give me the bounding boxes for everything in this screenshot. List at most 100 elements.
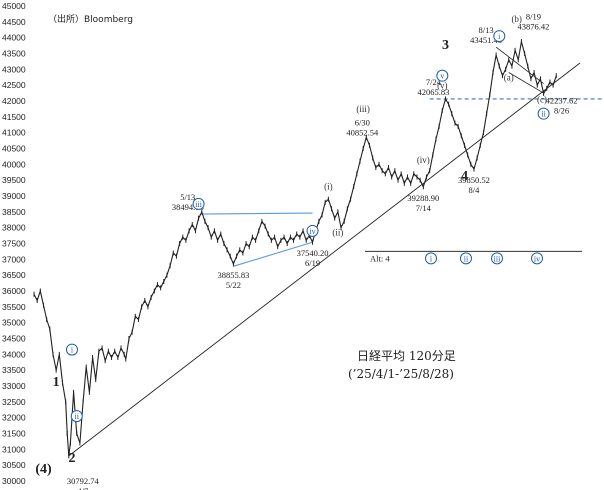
y-tick-label: 34000 [2, 349, 26, 359]
value-annotation: 39850.52 [458, 175, 490, 185]
value-annotation: 6/30 [355, 117, 370, 127]
wave-circle-label: i [71, 346, 74, 355]
y-tick-label: 42000 [2, 96, 26, 106]
chart-title: 日経平均 120分足 [357, 349, 456, 363]
value-annotation-sub: 6/19 [305, 258, 320, 268]
y-tick-label: 44500 [2, 17, 26, 27]
y-tick-label: 34500 [2, 334, 26, 344]
wave-circle [537, 107, 550, 120]
wave-circle-label: v [440, 72, 444, 81]
value-annotation: 38855.83 [217, 270, 249, 280]
y-tick-label: 35500 [2, 302, 26, 312]
value-annotation: 7/24 [426, 77, 442, 87]
alt-wave-circle [425, 252, 437, 265]
y-tick-label: 44000 [2, 33, 26, 43]
triangle-top-line [201, 212, 313, 215]
triangle-bottom-line [233, 241, 313, 267]
wave-label: 2 [68, 451, 75, 466]
y-tick-label: 32000 [2, 413, 26, 423]
alt-wave-circle [460, 252, 472, 265]
y-tick-label: 38000 [2, 223, 26, 233]
wave-circle [70, 410, 83, 423]
y-tick-label: 39500 [2, 175, 26, 185]
alt-label: Alt: 4 [370, 253, 390, 263]
wave-circle-label: iii [195, 200, 202, 209]
wave-sublabel: (iv) [417, 155, 430, 165]
y-tick-label: 31500 [2, 429, 26, 439]
value-annotation: 8/19 [526, 12, 541, 22]
value-annotation: 42237.62 [546, 95, 578, 105]
y-tick-label: 39000 [2, 191, 26, 201]
value-annotation: 39288.90 [407, 193, 439, 203]
y-tick-label: 36500 [2, 270, 26, 280]
y-tick-label: 43000 [2, 64, 26, 74]
value-annotation-sub: 8/4 [469, 185, 481, 195]
wave-circle [192, 197, 205, 210]
y-tick-label: 42500 [2, 80, 26, 90]
value-annotation-sub: 40852.54 [346, 127, 379, 137]
y-tick-label: 41500 [2, 112, 26, 122]
y-tick-label: 33000 [2, 381, 26, 391]
value-annotation-sub: 5/22 [226, 280, 241, 290]
value-annotation: 30792.74 [67, 476, 100, 486]
y-tick-label: 35000 [2, 318, 26, 328]
wave-circle [306, 224, 319, 237]
value-annotation-sub: 42065.83 [418, 87, 450, 97]
value-annotation: 5/13 [180, 192, 195, 202]
wave-label: 1 [53, 375, 60, 390]
y-tick-label: 40000 [2, 159, 26, 169]
y-tick-label: 30000 [2, 476, 26, 486]
wave-label: (4) [35, 462, 52, 477]
alt-wave-circle [531, 252, 543, 265]
wedge-lower-line [508, 72, 544, 94]
y-tick-label: 37000 [2, 254, 26, 264]
y-tick-label: 45000 [2, 1, 26, 11]
y-tick-label: 31000 [2, 444, 26, 454]
wave-circle-label: iv [309, 227, 315, 236]
wave-circle-label: ii [541, 110, 546, 119]
value-annotation: 37540.20 [297, 248, 329, 258]
wave-sublabel: (ii) [332, 228, 343, 238]
y-axis: 30000 30500 31000 31500 32000 32500 33000 33500… [2, 1, 26, 486]
alt-wave-circle-label: iv [534, 254, 540, 263]
value-annotation: 8/13 [479, 25, 494, 35]
price-series-line [33, 41, 557, 456]
wave-circle-label: i [498, 32, 501, 41]
wave-circle [65, 343, 78, 356]
source-label: （出所）Bloomberg [48, 13, 133, 25]
value-annotation-sub: 7/14 [416, 203, 432, 213]
y-tick-label: 43500 [2, 49, 26, 59]
y-tick-label: 38500 [2, 207, 26, 217]
y-tick-label: 36000 [2, 286, 26, 296]
alt-wave-circle [491, 252, 503, 265]
alt-wave-circle-label: ii [464, 254, 469, 263]
value-annotation-sub: 43451.48 [470, 35, 502, 45]
y-tick-label: 40500 [2, 144, 26, 154]
value-annotation-sub: 8/26 [554, 105, 569, 115]
y-tick-label: 37500 [2, 239, 26, 249]
y-tick-label: 33500 [2, 365, 26, 375]
wave-sublabel: (b) [511, 14, 522, 24]
alt-wave-circle-label: i [430, 254, 433, 263]
alt-wave-circle-label: iii [494, 254, 501, 263]
channel-line [68, 62, 581, 457]
wave-circle [493, 30, 506, 43]
wave-sublabel: (iii) [356, 104, 370, 114]
value-annotation-sub: 43876.42 [518, 22, 550, 32]
y-tick-label: 30500 [2, 460, 26, 470]
wave-circle-label: ii [75, 412, 80, 421]
wave-label: 3 [442, 38, 449, 53]
wave-sublabel: (a) [504, 72, 514, 82]
chart-period: (’25/4/1-’25/8/28) [348, 367, 454, 381]
wave-sublabel: (c) [537, 95, 547, 105]
wave-circle [436, 69, 449, 82]
y-tick-label: 32500 [2, 397, 26, 407]
wave-label: 4 [461, 169, 468, 184]
wave-sublabel: (v) [437, 80, 448, 90]
value-annotation-sub: 38494.06 [172, 202, 204, 212]
value-annotation-sub: 4/7 [77, 486, 88, 490]
y-tick-label: 41000 [2, 128, 26, 138]
wave-sublabel: (i) [324, 182, 333, 192]
